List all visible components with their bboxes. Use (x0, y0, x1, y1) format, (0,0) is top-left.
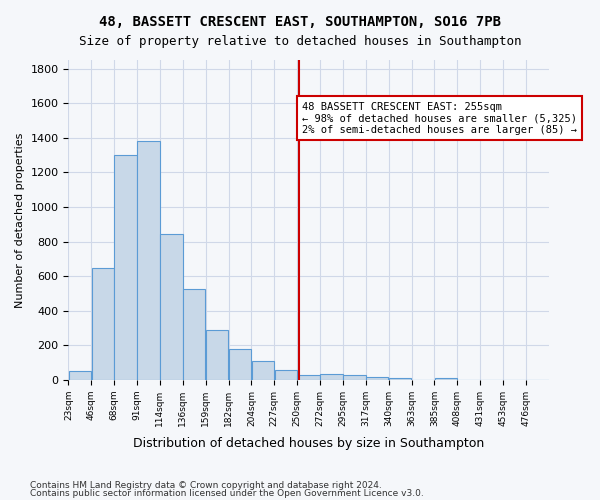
Bar (160, 234, 182, 380)
Bar (366, 377, 388, 380)
Bar (229, 348, 251, 380)
X-axis label: Distribution of detached houses by size in Southampton: Distribution of detached houses by size … (133, 437, 484, 450)
Bar (68, 371, 91, 380)
Y-axis label: Number of detached properties: Number of detached properties (15, 132, 25, 308)
Bar (137, 141, 160, 380)
Bar (343, 376, 365, 380)
Bar (92, 268, 114, 380)
Bar (434, 378, 457, 380)
Text: 48, BASSETT CRESCENT EAST, SOUTHAMPTON, SO16 7PB: 48, BASSETT CRESCENT EAST, SOUTHAMPTON, … (99, 15, 501, 29)
Bar (298, 374, 320, 380)
Bar (320, 374, 343, 380)
Text: Contains public sector information licensed under the Open Government Licence v3: Contains public sector information licen… (30, 488, 424, 498)
Text: Size of property relative to detached houses in Southampton: Size of property relative to detached ho… (79, 35, 521, 48)
Bar (389, 378, 411, 380)
Text: Contains HM Land Registry data © Crown copyright and database right 2024.: Contains HM Land Registry data © Crown c… (30, 481, 382, 490)
Bar (183, 289, 205, 380)
Bar (251, 361, 274, 380)
Bar (206, 330, 228, 380)
Bar (275, 370, 297, 380)
Bar (115, 155, 137, 380)
Text: 48 BASSETT CRESCENT EAST: 255sqm
← 98% of detached houses are smaller (5,325)
2%: 48 BASSETT CRESCENT EAST: 255sqm ← 98% o… (302, 102, 577, 135)
